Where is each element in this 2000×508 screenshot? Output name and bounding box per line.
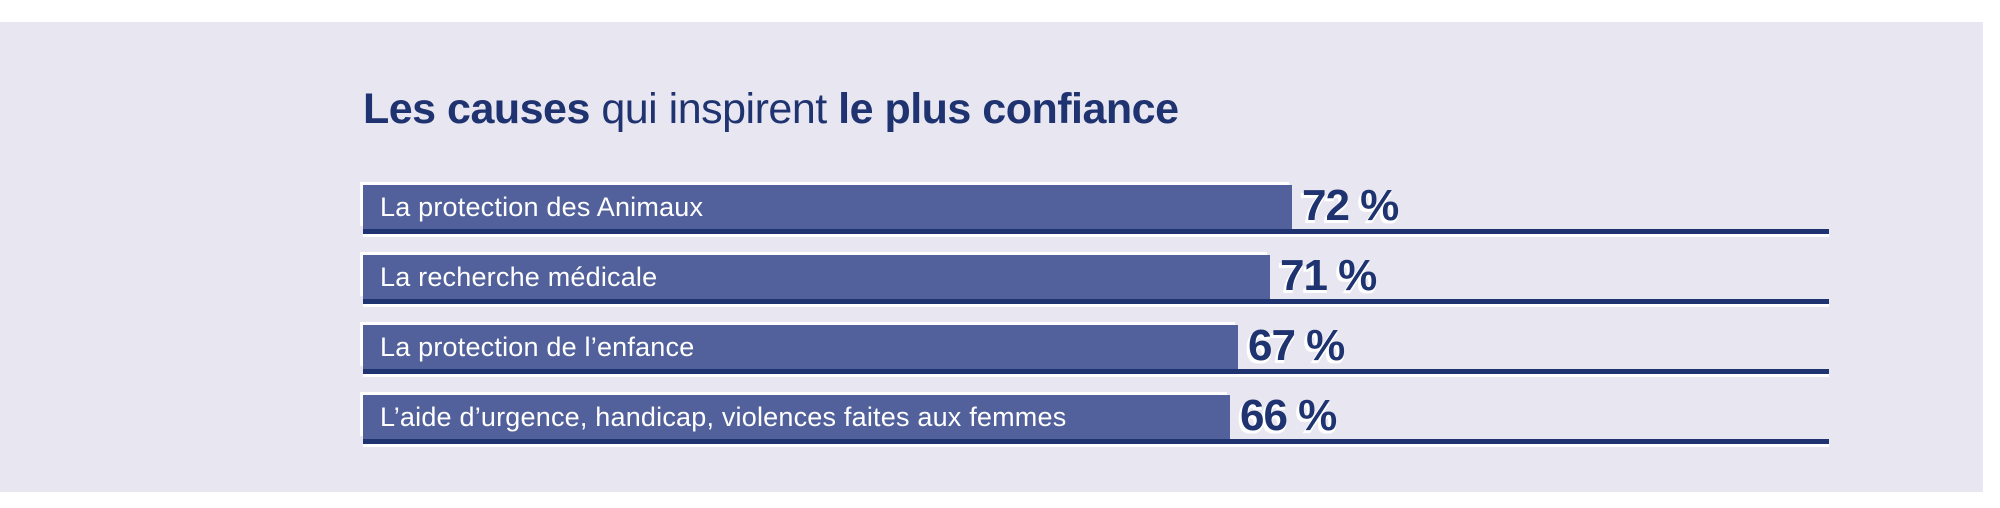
bar: La protection de l’enfance: [363, 325, 1238, 369]
chart-title-bold-start: Les causes: [363, 85, 602, 133]
bar-label: La protection des Animaux: [380, 191, 704, 222]
bar: La protection des Animaux: [363, 185, 1292, 229]
bar-row: La protection des Animaux 72 %: [363, 181, 1833, 234]
bar-baseline: [363, 229, 1829, 234]
bar-baseline: [363, 369, 1829, 374]
bar-row: L’aide d’urgence, handicap, violences fa…: [363, 391, 1833, 444]
chart-title: Les causes qui inspirent le plus confian…: [363, 86, 1179, 132]
bar-label: La recherche médicale: [380, 261, 658, 292]
bar-baseline: [363, 299, 1829, 304]
bar-baseline: [363, 439, 1829, 444]
bar-row: La recherche médicale 71 %: [363, 251, 1833, 304]
bar-value: 72 %: [1302, 181, 1399, 230]
bar-value: 66 %: [1240, 391, 1337, 440]
bar-value: 71 %: [1280, 251, 1377, 300]
bar: La recherche médicale: [363, 255, 1270, 299]
chart-panel: Les causes qui inspirent le plus confian…: [0, 22, 1983, 492]
chart-title-bold-end: le plus confiance: [838, 85, 1179, 133]
bar: L’aide d’urgence, handicap, violences fa…: [363, 395, 1230, 439]
bar-row: La protection de l’enfance 67 %: [363, 321, 1833, 374]
chart-title-regular-middle: qui inspirent: [601, 85, 839, 133]
bar-label: La protection de l’enfance: [380, 331, 695, 362]
bars-container: La protection des Animaux 72 % La recher…: [363, 181, 1833, 465]
bar-label: L’aide d’urgence, handicap, violences fa…: [380, 401, 1067, 432]
bar-value: 67 %: [1248, 321, 1345, 370]
